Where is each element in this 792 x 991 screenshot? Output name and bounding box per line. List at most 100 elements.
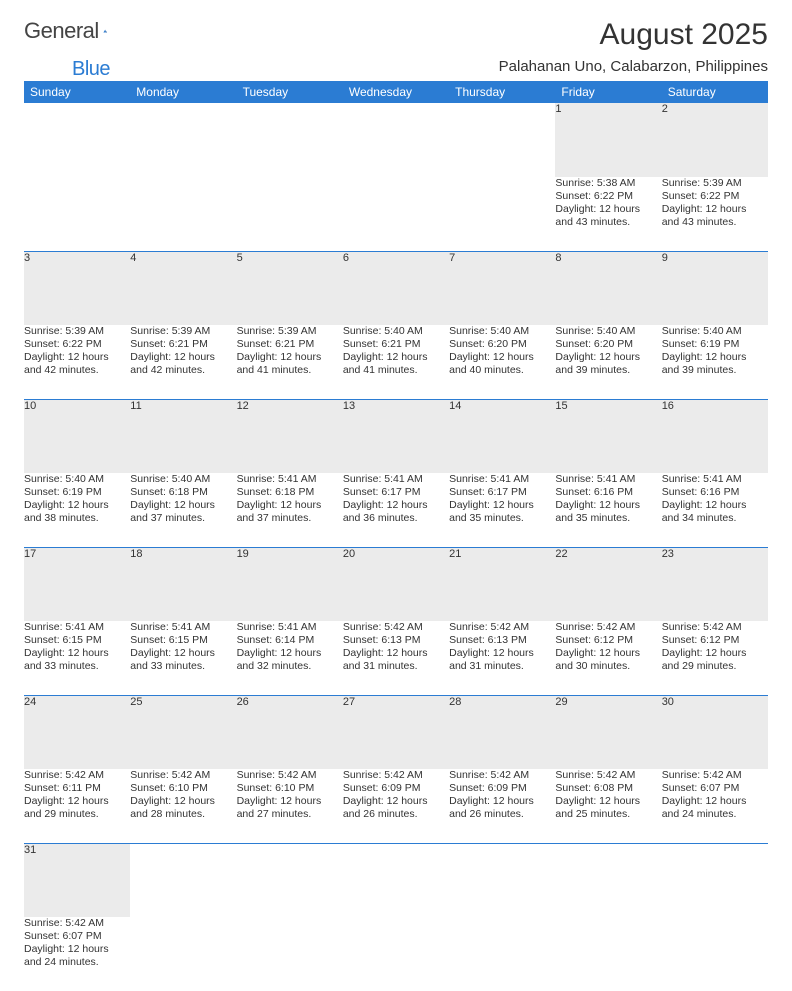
week-detail-row: Sunrise: 5:40 AMSunset: 6:19 PMDaylight:… [24,473,768,547]
day-d2: and 33 minutes. [130,660,236,673]
day-detail-cell: Sunrise: 5:42 AMSunset: 6:10 PMDaylight:… [130,769,236,843]
day-d1: Daylight: 12 hours [662,203,768,216]
day-ss: Sunset: 6:18 PM [237,486,343,499]
day-number-cell: 31 [24,843,130,917]
day-sr: Sunrise: 5:41 AM [24,621,130,634]
day-detail-cell [662,917,768,991]
day-detail-cell: Sunrise: 5:42 AMSunset: 6:12 PMDaylight:… [662,621,768,695]
day-d2: and 42 minutes. [24,364,130,377]
day-sr: Sunrise: 5:38 AM [555,177,661,190]
week-detail-row: Sunrise: 5:42 AMSunset: 6:07 PMDaylight:… [24,917,768,991]
day-number-cell [343,103,449,177]
day-detail-cell: Sunrise: 5:39 AMSunset: 6:21 PMDaylight:… [237,325,343,399]
day-ss: Sunset: 6:17 PM [449,486,555,499]
day-number-cell: 10 [24,399,130,473]
col-saturday: Saturday [662,81,768,103]
day-ss: Sunset: 6:07 PM [24,930,130,943]
day-d2: and 42 minutes. [130,364,236,377]
day-d1: Daylight: 12 hours [130,795,236,808]
day-detail-cell: Sunrise: 5:41 AMSunset: 6:18 PMDaylight:… [237,473,343,547]
day-number-cell: 1 [555,103,661,177]
day-sr: Sunrise: 5:41 AM [237,473,343,486]
day-detail-cell: Sunrise: 5:41 AMSunset: 6:14 PMDaylight:… [237,621,343,695]
day-d1: Daylight: 12 hours [24,647,130,660]
day-d2: and 37 minutes. [237,512,343,525]
day-number-cell [237,843,343,917]
day-detail-cell [130,177,236,251]
day-d1: Daylight: 12 hours [24,943,130,956]
day-detail-cell: Sunrise: 5:42 AMSunset: 6:07 PMDaylight:… [662,769,768,843]
day-ss: Sunset: 6:15 PM [130,634,236,647]
day-number-cell: 20 [343,547,449,621]
day-number-cell [449,103,555,177]
day-d1: Daylight: 12 hours [343,647,449,660]
day-number-cell: 19 [237,547,343,621]
day-d2: and 28 minutes. [130,808,236,821]
day-sr: Sunrise: 5:39 AM [24,325,130,338]
day-ss: Sunset: 6:21 PM [343,338,449,351]
day-detail-cell: Sunrise: 5:42 AMSunset: 6:08 PMDaylight:… [555,769,661,843]
day-sr: Sunrise: 5:39 AM [662,177,768,190]
day-d1: Daylight: 12 hours [343,795,449,808]
day-number-cell [130,843,236,917]
day-d1: Daylight: 12 hours [555,499,661,512]
day-detail-cell: Sunrise: 5:40 AMSunset: 6:18 PMDaylight:… [130,473,236,547]
day-sr: Sunrise: 5:42 AM [343,621,449,634]
day-d1: Daylight: 12 hours [555,647,661,660]
col-thursday: Thursday [449,81,555,103]
day-sr: Sunrise: 5:40 AM [343,325,449,338]
day-detail-cell: Sunrise: 5:38 AMSunset: 6:22 PMDaylight:… [555,177,661,251]
day-number-cell: 9 [662,251,768,325]
day-d2: and 43 minutes. [555,216,661,229]
day-ss: Sunset: 6:09 PM [343,782,449,795]
day-d1: Daylight: 12 hours [449,647,555,660]
day-detail-cell: Sunrise: 5:42 AMSunset: 6:09 PMDaylight:… [449,769,555,843]
day-sr: Sunrise: 5:42 AM [555,769,661,782]
day-sr: Sunrise: 5:40 AM [662,325,768,338]
day-ss: Sunset: 6:07 PM [662,782,768,795]
day-d2: and 33 minutes. [24,660,130,673]
day-d1: Daylight: 12 hours [662,351,768,364]
day-ss: Sunset: 6:14 PM [237,634,343,647]
day-d2: and 34 minutes. [662,512,768,525]
day-number-cell: 7 [449,251,555,325]
day-d2: and 31 minutes. [449,660,555,673]
day-d1: Daylight: 12 hours [237,351,343,364]
day-d2: and 26 minutes. [449,808,555,821]
day-sr: Sunrise: 5:42 AM [662,769,768,782]
day-d1: Daylight: 12 hours [555,351,661,364]
day-d1: Daylight: 12 hours [662,795,768,808]
day-number-cell: 25 [130,695,236,769]
day-detail-cell: Sunrise: 5:41 AMSunset: 6:17 PMDaylight:… [449,473,555,547]
header: General August 2025 [24,18,768,52]
day-sr: Sunrise: 5:39 AM [130,325,236,338]
day-number-cell: 5 [237,251,343,325]
day-number-cell [343,843,449,917]
brand-word2: Blue [72,58,110,81]
col-friday: Friday [555,81,661,103]
title-block: August 2025 [600,18,768,52]
day-number-cell [130,103,236,177]
day-number-cell: 22 [555,547,661,621]
day-ss: Sunset: 6:22 PM [662,190,768,203]
day-ss: Sunset: 6:09 PM [449,782,555,795]
day-detail-cell [449,917,555,991]
day-number-cell: 15 [555,399,661,473]
day-number-cell [555,843,661,917]
day-d1: Daylight: 12 hours [555,795,661,808]
day-detail-cell: Sunrise: 5:40 AMSunset: 6:19 PMDaylight:… [662,325,768,399]
day-ss: Sunset: 6:15 PM [24,634,130,647]
day-detail-cell: Sunrise: 5:40 AMSunset: 6:20 PMDaylight:… [555,325,661,399]
day-ss: Sunset: 6:20 PM [555,338,661,351]
day-detail-cell: Sunrise: 5:41 AMSunset: 6:15 PMDaylight:… [24,621,130,695]
day-d1: Daylight: 12 hours [237,647,343,660]
day-detail-cell: Sunrise: 5:39 AMSunset: 6:22 PMDaylight:… [662,177,768,251]
day-d2: and 25 minutes. [555,808,661,821]
day-detail-cell: Sunrise: 5:42 AMSunset: 6:11 PMDaylight:… [24,769,130,843]
day-ss: Sunset: 6:10 PM [130,782,236,795]
day-d1: Daylight: 12 hours [237,499,343,512]
day-detail-cell: Sunrise: 5:40 AMSunset: 6:20 PMDaylight:… [449,325,555,399]
day-number-cell: 17 [24,547,130,621]
day-d2: and 41 minutes. [237,364,343,377]
day-number-cell: 18 [130,547,236,621]
